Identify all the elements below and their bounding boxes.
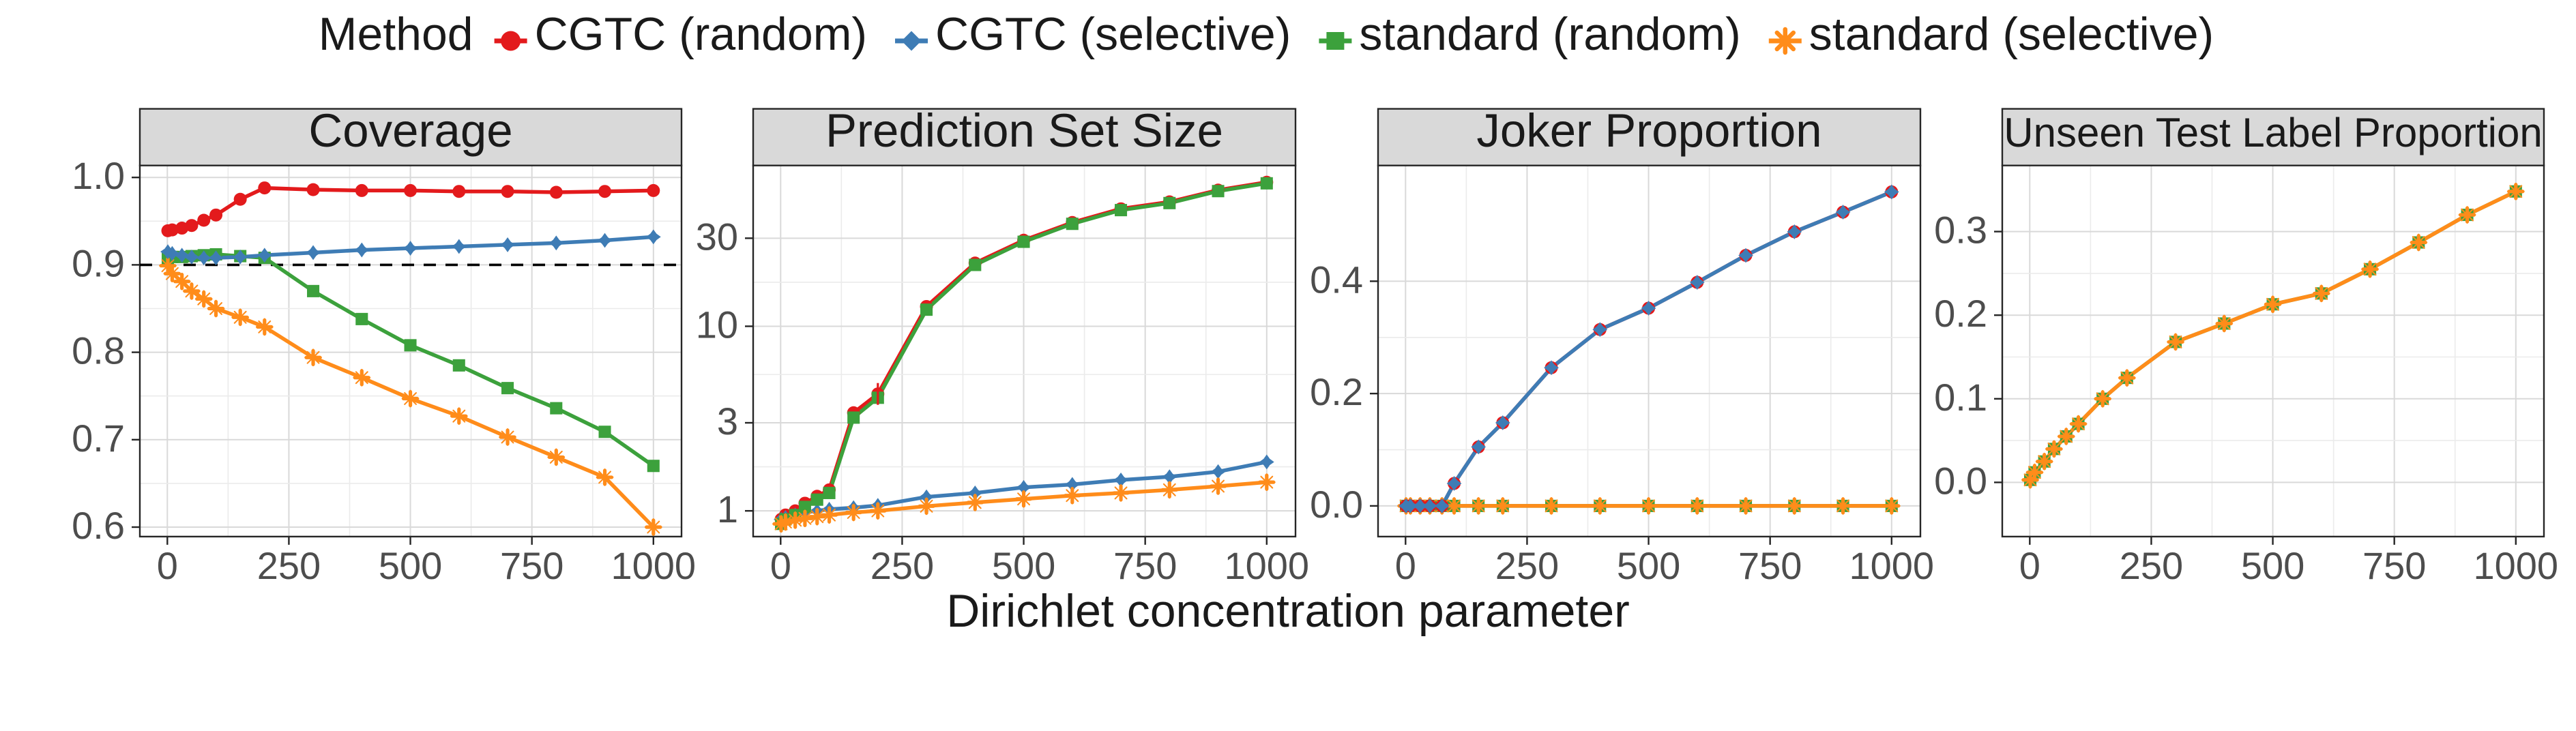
svg-text:0.4: 0.4 <box>1310 258 1363 301</box>
svg-text:30: 30 <box>696 215 738 258</box>
svg-text:750: 750 <box>1738 544 1802 587</box>
svg-text:750: 750 <box>1113 544 1177 587</box>
svg-text:1.0: 1.0 <box>72 154 125 197</box>
svg-text:0.0: 0.0 <box>1310 483 1363 526</box>
svg-text:500: 500 <box>1617 544 1680 587</box>
svg-text:1000: 1000 <box>1225 544 1310 587</box>
svg-text:CGTC (random): CGTC (random) <box>535 8 867 60</box>
svg-text:CGTC (selective): CGTC (selective) <box>935 8 1291 60</box>
svg-text:Method: Method <box>319 8 473 60</box>
svg-text:standard (selective): standard (selective) <box>1809 8 2214 60</box>
svg-text:0: 0 <box>770 544 791 587</box>
svg-text:0: 0 <box>157 544 178 587</box>
svg-text:0.0: 0.0 <box>1934 459 1987 502</box>
svg-text:500: 500 <box>379 544 442 587</box>
svg-text:1000: 1000 <box>1849 544 1935 587</box>
svg-text:250: 250 <box>1495 544 1559 587</box>
svg-text:0.2: 0.2 <box>1310 370 1363 413</box>
svg-text:250: 250 <box>870 544 934 587</box>
svg-text:0.6: 0.6 <box>72 504 125 547</box>
svg-text:250: 250 <box>257 544 321 587</box>
svg-text:0.1: 0.1 <box>1934 376 1987 419</box>
svg-text:standard (random): standard (random) <box>1359 8 1740 60</box>
svg-text:500: 500 <box>2241 544 2304 587</box>
svg-text:0.9: 0.9 <box>72 241 125 284</box>
svg-text:0.3: 0.3 <box>1934 209 1987 252</box>
svg-text:Joker Proportion: Joker Proportion <box>1476 104 1821 157</box>
svg-text:0: 0 <box>1395 544 1416 587</box>
svg-text:750: 750 <box>2362 544 2426 587</box>
svg-text:Dirichlet concentration parame: Dirichlet concentration parameter <box>946 585 1630 637</box>
svg-text:250: 250 <box>2120 544 2183 587</box>
svg-text:Unseen Test Label Proportion: Unseen Test Label Proportion <box>2004 110 2542 155</box>
svg-text:1: 1 <box>717 488 738 531</box>
svg-text:3: 3 <box>717 400 738 443</box>
svg-text:750: 750 <box>500 544 564 587</box>
svg-text:0.8: 0.8 <box>72 329 125 372</box>
svg-text:0: 0 <box>2019 544 2040 587</box>
svg-text:500: 500 <box>992 544 1055 587</box>
svg-text:0.7: 0.7 <box>72 417 125 460</box>
svg-text:10: 10 <box>696 303 738 346</box>
svg-text:Coverage: Coverage <box>308 104 512 157</box>
svg-text:1000: 1000 <box>2474 544 2559 587</box>
svg-text:Prediction Set Size: Prediction Set Size <box>825 104 1223 157</box>
svg-text:1000: 1000 <box>611 544 697 587</box>
svg-text:0.2: 0.2 <box>1934 292 1987 335</box>
